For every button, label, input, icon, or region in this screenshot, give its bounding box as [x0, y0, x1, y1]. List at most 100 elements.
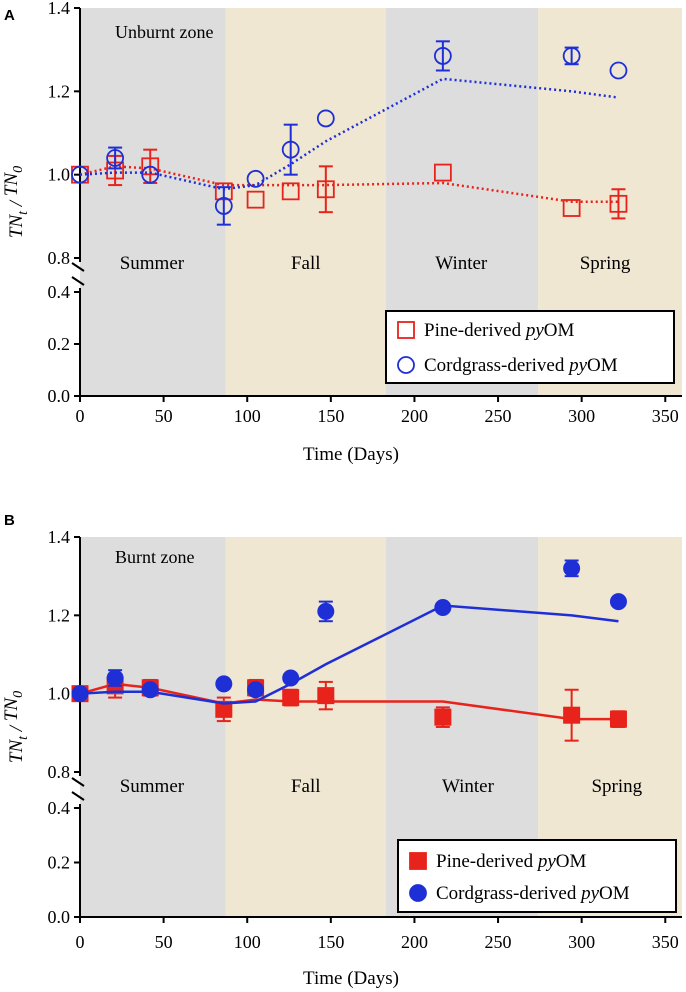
trend-line	[79, 604, 619, 705]
y-axis-title-part: t	[16, 210, 31, 215]
y-axis-title-part: t	[16, 735, 31, 740]
data-point-circle	[433, 47, 452, 65]
error-bar	[216, 186, 231, 226]
season-label-summer: Summer	[120, 776, 185, 797]
y-tick-label: 0.4	[48, 282, 71, 302]
season-label-fall: Fall	[291, 776, 321, 797]
data-point-circle	[71, 165, 89, 184]
y-tick-label: 0.2	[48, 853, 71, 873]
data-point-square	[433, 163, 452, 182]
y-axis-title-part: TN	[1, 172, 22, 197]
trend-line	[79, 682, 619, 721]
data-point-circle	[246, 169, 265, 188]
season-label-summer: Summer	[120, 253, 185, 274]
y-tick-label: 0.8	[48, 762, 71, 782]
x-tick-label: 350	[652, 406, 679, 426]
data-point-circle	[214, 197, 233, 215]
legend: Pine-derived pyOM Cordgrass-derived pyOM	[397, 839, 677, 913]
data-point-square	[434, 708, 452, 726]
data-point-square	[317, 687, 335, 705]
error-bar	[318, 165, 333, 214]
legend-label-italic: py	[536, 851, 557, 872]
season-label-winter: Winter	[435, 253, 488, 274]
data-point-circle	[434, 599, 452, 616]
data-point-circle	[106, 149, 125, 167]
legend-label-italic: py	[579, 883, 600, 904]
data-point-square	[563, 706, 581, 724]
season-label-winter: Winter	[442, 776, 495, 797]
chart-panel-b: Summer Fall Winter Spring Burnt zone B 0 50 100 1…	[1, 512, 682, 989]
y-tick-label: 1.0	[48, 684, 71, 704]
legend-marker-circle	[397, 356, 415, 374]
data-point-circle	[106, 669, 124, 687]
data-point-circle	[215, 675, 233, 693]
legend-marker-square	[397, 321, 415, 339]
y-axis-title-part: 0	[11, 691, 26, 698]
data-point-square	[246, 190, 265, 209]
x-tick-label: 250	[485, 932, 512, 952]
x-tick-label: 250	[485, 406, 512, 426]
y-tick-label: 0.8	[48, 248, 71, 268]
x-tick-label: 0	[76, 932, 85, 952]
data-point-circle	[316, 109, 335, 128]
y-tick-label: 1.2	[48, 605, 71, 625]
data-point-square	[281, 182, 300, 201]
x-tick-label: 300	[568, 932, 595, 952]
legend-label-suffix: OM	[544, 320, 575, 341]
panel-letter: A	[4, 7, 15, 24]
zone-label: Burnt zone	[115, 547, 194, 567]
y-tick-label: 0.0	[48, 386, 71, 406]
legend-label-prefix: Pine-derived	[424, 320, 526, 341]
legend-marker-circle	[409, 884, 427, 902]
y-axis-title-part: /	[6, 196, 27, 211]
y-tick-label: 1.0	[48, 165, 71, 185]
data-point-circle	[609, 61, 628, 80]
y-tick-label: 0.4	[48, 798, 71, 818]
y-tick-label: 1.4	[48, 0, 71, 18]
data-point-circle	[141, 165, 160, 184]
season-label-spring: Spring	[591, 776, 642, 797]
legend-label-prefix: Cordgrass-derived	[436, 883, 581, 904]
x-tick-label: 0	[76, 406, 85, 426]
axis-break-mark	[71, 791, 85, 801]
panel-letter: B	[4, 512, 15, 529]
data-point-square	[609, 194, 628, 213]
legend-label-italic: py	[524, 320, 545, 341]
data-point-circle	[563, 559, 581, 577]
data-point-circle	[281, 140, 300, 159]
error-bar	[435, 40, 450, 72]
y-tick-label: 0.2	[48, 334, 71, 354]
x-tick-label: 150	[317, 406, 344, 426]
y-tick-label: 1.2	[48, 81, 71, 101]
data-point-square	[141, 157, 160, 176]
x-tick-label: 100	[234, 406, 261, 426]
axis-break-mark	[71, 777, 85, 787]
season-band-summer	[80, 8, 226, 396]
data-point-square	[316, 180, 335, 199]
legend-label: Pine-derived pyOM	[436, 851, 586, 872]
trend-line	[79, 165, 619, 203]
y-axis-title-part: TN	[6, 214, 27, 239]
series-pine	[71, 148, 628, 220]
legend-label: Cordgrass-derived pyOM	[436, 883, 630, 904]
legend-label-italic: py	[567, 355, 588, 376]
data-point-square	[282, 689, 300, 707]
zone-label: Unburnt zone	[115, 22, 213, 42]
data-point-square	[215, 700, 233, 718]
data-point-circle	[317, 602, 335, 620]
y-axis-title-part: /	[6, 721, 27, 736]
chart-panel-a: Summer Fall Winter Spring Unburnt zone A 0 50 10…	[1, 0, 682, 465]
data-point-circle	[141, 681, 159, 699]
x-tick-label: 50	[155, 932, 173, 952]
legend-marker-square	[409, 852, 427, 870]
x-tick-label: 150	[317, 932, 344, 952]
legend-label: Cordgrass-derived pyOM	[424, 355, 618, 376]
data-point-circle	[282, 669, 300, 687]
x-tick-label: 100	[234, 932, 261, 952]
season-band-summer	[80, 537, 226, 917]
season-band-fall	[225, 8, 387, 396]
data-point-square	[562, 199, 581, 217]
series-cordgrass	[71, 559, 627, 705]
